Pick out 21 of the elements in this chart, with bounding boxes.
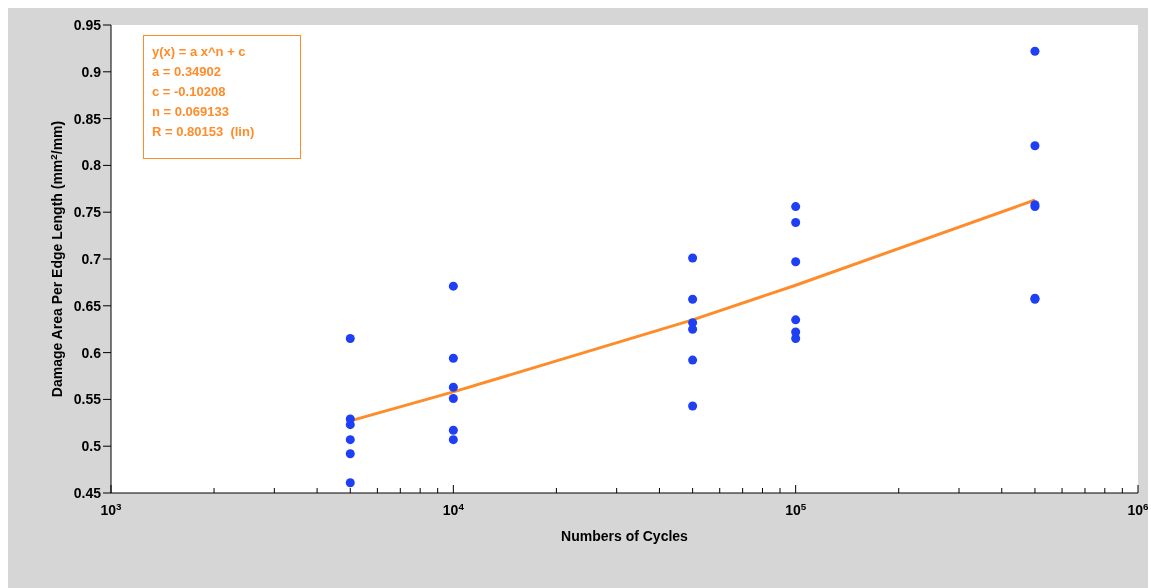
y-tick-label: 0.5 — [81, 438, 102, 455]
x-axis-title: Numbers of Cycles — [561, 528, 689, 544]
y-tick-label: 0.85 — [73, 110, 102, 127]
x-tick-label: 10$^{3}$ — [100, 500, 123, 518]
x-tick-label: 10$^{5}$ — [785, 500, 807, 518]
y-tick-label: 0.55 — [73, 391, 102, 408]
y-tick-label: 0.95 — [73, 16, 102, 33]
annotation: y(x) = a x^n + c — [152, 43, 247, 61]
y-tick-label: 0.75 — [73, 204, 102, 221]
annotation: c = -0.10208 — [152, 83, 227, 101]
y-tick-label: 0.8 — [81, 157, 102, 174]
y-tick-label: 0.7 — [81, 250, 102, 267]
annotation: n = 0.069133 — [152, 103, 230, 121]
annotation: a = 0.34902 — [152, 63, 223, 81]
y-tick-label: 0.6 — [81, 344, 102, 361]
y-tick-label: 0.9 — [81, 63, 102, 80]
y-tick-label: 0.45 — [73, 484, 102, 501]
annotation: R = 0.80153 (lin) — [152, 123, 256, 141]
y-tick-label: 0.65 — [73, 297, 102, 314]
x-tick-label: 10$^{6}$ — [1127, 500, 1150, 518]
x-tick-label: 10$^{4}$ — [442, 500, 465, 518]
